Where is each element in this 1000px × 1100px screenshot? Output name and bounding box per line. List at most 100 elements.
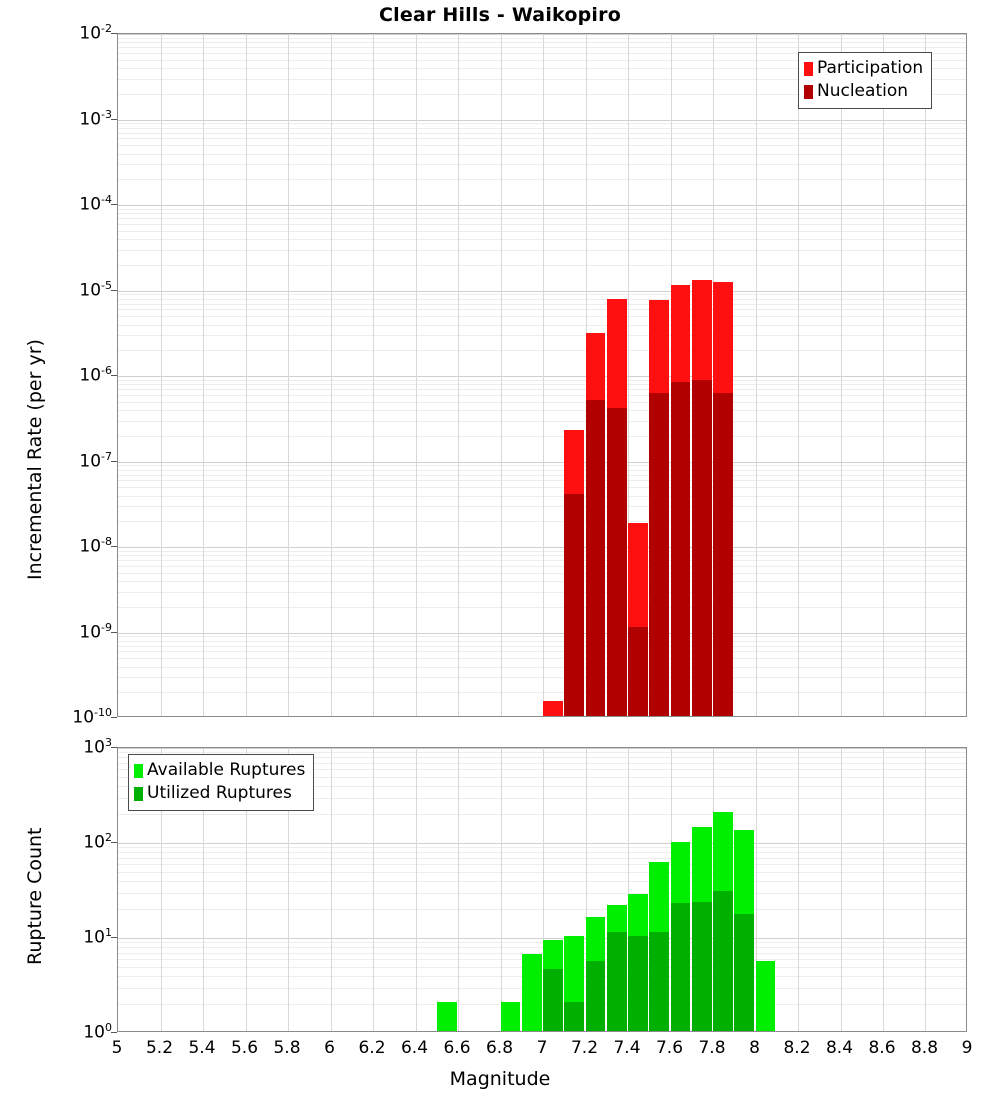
gridline-minor	[118, 560, 966, 561]
bar	[628, 748, 648, 1031]
gridline-minor	[118, 213, 966, 214]
gridline-vertical	[373, 748, 374, 1031]
legend-swatch-icon	[134, 763, 143, 778]
gridline-minor	[118, 154, 966, 155]
bar	[755, 748, 776, 1031]
gridline-vertical	[756, 34, 757, 716]
gridline-minor	[118, 677, 966, 678]
gridline-minor	[118, 68, 966, 69]
bar-segment-nucleation	[628, 626, 648, 716]
gridline-vertical	[925, 748, 926, 1031]
gridline-minor	[118, 209, 966, 210]
gridline-minor	[118, 592, 966, 593]
gridline-vertical	[501, 748, 502, 1031]
x-axis-tick-label: 6.6	[443, 1038, 471, 1058]
y-axis-tick-label: 10-6	[79, 364, 112, 386]
bar-segment-utilized-ruptures	[543, 968, 563, 1031]
y-axis-ticks-top: 10-2 10-3 10-4 10-5 10-6 10-7 10-8 10-9 10-10	[52, 23, 117, 726]
gridline-minor	[118, 847, 966, 848]
bar-segment-nucleation	[670, 382, 691, 716]
gridline-vertical	[373, 34, 374, 716]
gridline-major	[118, 748, 966, 749]
y-axis-tick-mark	[111, 375, 117, 376]
gridline-minor	[118, 976, 966, 977]
gridline-minor	[118, 641, 966, 642]
bar-segment-utilized-ruptures	[734, 914, 754, 1031]
bar-segment-nucleation	[564, 493, 584, 716]
y-axis-tick-label: 10-10	[72, 706, 112, 728]
gridline-vertical	[883, 748, 884, 1031]
x-axis-title: Magnitude	[449, 1068, 551, 1090]
bar	[585, 748, 606, 1031]
gridline-minor	[118, 573, 966, 574]
gridline-minor	[118, 309, 966, 310]
x-axis-tick-label: 7.4	[613, 1038, 641, 1058]
bar-segment-utilized-ruptures	[628, 936, 648, 1031]
gridline-minor	[118, 53, 966, 54]
x-axis-tick-label: 6.8	[485, 1038, 514, 1058]
x-axis-tick-label: 5.6	[230, 1038, 259, 1058]
gridline-minor	[118, 304, 966, 305]
y-axis-tick-mark	[111, 1032, 117, 1033]
gridline-minor	[118, 350, 966, 351]
legend-label: Available Ruptures	[147, 760, 306, 780]
gridline-major	[118, 120, 966, 121]
gridline-minor	[118, 566, 966, 567]
y-axis-tick-label: 10-5	[79, 278, 112, 301]
bar-segment-utilized-ruptures	[649, 932, 669, 1031]
gridline-minor	[118, 881, 966, 882]
bar	[734, 748, 754, 1031]
gridline-minor	[118, 757, 966, 758]
legend-incremental-rate: Participation Nucleation	[798, 52, 933, 109]
x-axis-tick-label: 6.2	[358, 1038, 386, 1058]
bar	[500, 748, 521, 1031]
y-axis-tick-mark	[111, 461, 117, 462]
gridline-minor	[118, 581, 966, 582]
bars-bottom	[118, 748, 966, 1031]
bar-segment-nucleation	[649, 392, 669, 716]
bar-segment-utilized-ruptures	[713, 890, 733, 1031]
x-axis-tick-label: 7	[536, 1038, 548, 1058]
gridline-minor	[118, 636, 966, 637]
gridline-minor	[118, 389, 966, 390]
gridline-minor	[118, 218, 966, 219]
gridline-minor	[118, 42, 966, 43]
gridline-minor	[118, 777, 966, 778]
gridline-vertical	[246, 34, 247, 716]
bar-segment-available-ruptures	[500, 1002, 521, 1031]
y-axis-tick-label: 10-3	[79, 107, 112, 130]
y-axis-tick-mark	[111, 33, 117, 34]
gridline-major	[118, 547, 966, 548]
bar-segment-nucleation	[585, 399, 606, 716]
x-axis-tick-label: 5.4	[188, 1038, 216, 1058]
gridline-vertical	[841, 34, 842, 716]
gridline-minor	[118, 769, 966, 770]
gridline-minor	[118, 967, 966, 968]
bar-segment-nucleation	[691, 380, 712, 716]
bar	[691, 34, 712, 716]
gridline-vertical	[841, 748, 842, 1031]
y-axis-tick-mark	[111, 204, 117, 205]
bar	[543, 34, 563, 716]
gridline-vertical	[416, 748, 417, 1031]
x-axis-tick-label: 8.8	[910, 1038, 939, 1058]
gridline-minor	[118, 123, 966, 124]
x-axis-tick-label: 5.2	[145, 1038, 174, 1058]
gridline-major	[118, 843, 966, 844]
gridline-vertical	[288, 748, 289, 1031]
gridline-vertical	[883, 34, 884, 716]
gridlines-top	[118, 34, 966, 716]
gridline-vertical	[203, 34, 204, 716]
gridline-major	[118, 633, 966, 634]
gridline-vertical	[246, 748, 247, 1031]
y-axis-tick-label: 10-2	[79, 22, 112, 44]
gridline-major	[118, 462, 966, 463]
gridline-minor	[118, 436, 966, 437]
bar	[606, 34, 627, 716]
gridline-major	[118, 291, 966, 292]
bar	[691, 748, 712, 1031]
bar-segment-available-ruptures	[521, 953, 542, 1031]
gridline-minor	[118, 521, 966, 522]
bar-segment-available-ruptures	[755, 960, 776, 1031]
